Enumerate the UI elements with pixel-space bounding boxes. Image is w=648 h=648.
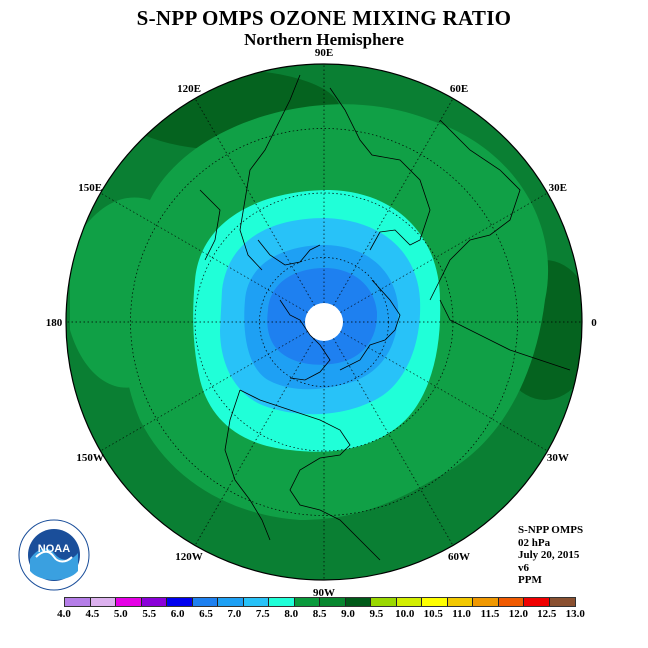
color-scale-tick-label: 4.0: [57, 608, 71, 620]
color-scale-swatch: [116, 598, 142, 606]
color-scale-swatch: [141, 598, 167, 606]
color-scale-tick-label: 13.0: [565, 608, 585, 620]
latitude-circle: [130, 128, 518, 516]
product-info: S-NPP OMPS 02 hPa July 20, 2015 v6 PPM: [518, 524, 583, 587]
color-scale-swatch: [243, 598, 269, 606]
color-scale-tick-label: 7.0: [227, 608, 242, 620]
pole-no-data: [305, 303, 343, 341]
noaa-logo: NOAA: [18, 519, 90, 591]
color-scale-tick-label: 8.5: [312, 608, 327, 620]
color-scale-swatch: [192, 598, 218, 606]
color-scale-swatch: [218, 598, 244, 606]
logo-text: NOAA: [38, 543, 70, 555]
longitude-label: 150W: [76, 452, 104, 464]
latitude-circle: [194, 192, 454, 452]
longitude-labels: 90E 60E 30E 0 30W 60W 90W 120W 150W 180 150E 120E: [46, 47, 598, 599]
longitude-label: 150E: [78, 182, 102, 194]
color-scale-tick-label: 12.0: [508, 608, 529, 620]
longitude-label: 90W: [313, 587, 335, 599]
band-8-0-to-8-5-west: [70, 197, 150, 388]
color-scale-swatch: [473, 598, 499, 606]
color-scale-tick-label: 9.5: [369, 608, 384, 620]
color-scale-tick-label: 11.0: [452, 608, 471, 620]
color-scale-tick-label: 7.5: [255, 608, 270, 620]
longitude-label: 30E: [549, 182, 567, 194]
color-scale-swatch: [65, 598, 91, 606]
pressure-label: 02 hPa: [518, 536, 551, 549]
longitude-label: 60W: [448, 551, 470, 563]
color-scale-swatch: [524, 598, 550, 606]
units-label: PPM: [518, 574, 542, 586]
instrument-label: S-NPP OMPS: [518, 524, 584, 536]
map-subtitle: Northern Hemisphere: [244, 30, 404, 49]
color-scale-swatch: [549, 598, 575, 606]
color-scale-tick-label: 12.5: [537, 608, 557, 620]
date-label: July 20, 2015: [518, 549, 580, 561]
color-scale-tick-label: 10.0: [395, 608, 415, 620]
color-scale-swatch: [371, 598, 397, 606]
coastlines: [199, 74, 571, 561]
color-scale-swatch: [167, 598, 193, 606]
color-scale-tick-label: 5.5: [142, 608, 157, 620]
color-scale-swatch: [498, 598, 524, 606]
color-scale-swatch: [422, 598, 448, 606]
color-scale-tick-label: 6.5: [199, 608, 213, 620]
longitude-label: 120W: [175, 551, 203, 563]
graticule: [66, 64, 582, 580]
color-scale-tick-label: 6.0: [170, 608, 185, 620]
color-scale-swatch: [269, 598, 295, 606]
color-scale-tick-label: 11.5: [480, 608, 500, 620]
color-scale-tick-label: 5.0: [113, 608, 128, 620]
longitude-label: 120E: [177, 83, 201, 95]
color-scale-swatch: [447, 598, 473, 606]
color-scale-swatch: [396, 598, 422, 606]
color-scale-tick-label: 8.0: [284, 608, 299, 620]
color-scale-tick-label: 10.5: [423, 608, 443, 620]
color-scale-swatch: [90, 598, 116, 606]
color-scale-tick-label: 4.5: [85, 608, 100, 620]
longitude-label: 0: [591, 317, 597, 329]
longitude-label: 60E: [450, 83, 468, 95]
version-label: v6: [518, 561, 529, 574]
color-scale-swatch: [294, 598, 320, 606]
color-scale-bar: [64, 597, 576, 607]
map-title: S-NPP OMPS OZONE MIXING RATIO: [136, 6, 512, 30]
map-border: [65, 63, 583, 581]
color-scale-tick-label: 9.0: [341, 608, 355, 620]
longitude-label: 30W: [547, 452, 569, 464]
longitude-label: 90E: [315, 47, 333, 59]
longitude-label: 180: [46, 317, 63, 329]
color-scale-swatch: [320, 598, 346, 606]
color-scale-swatch: [345, 598, 371, 606]
